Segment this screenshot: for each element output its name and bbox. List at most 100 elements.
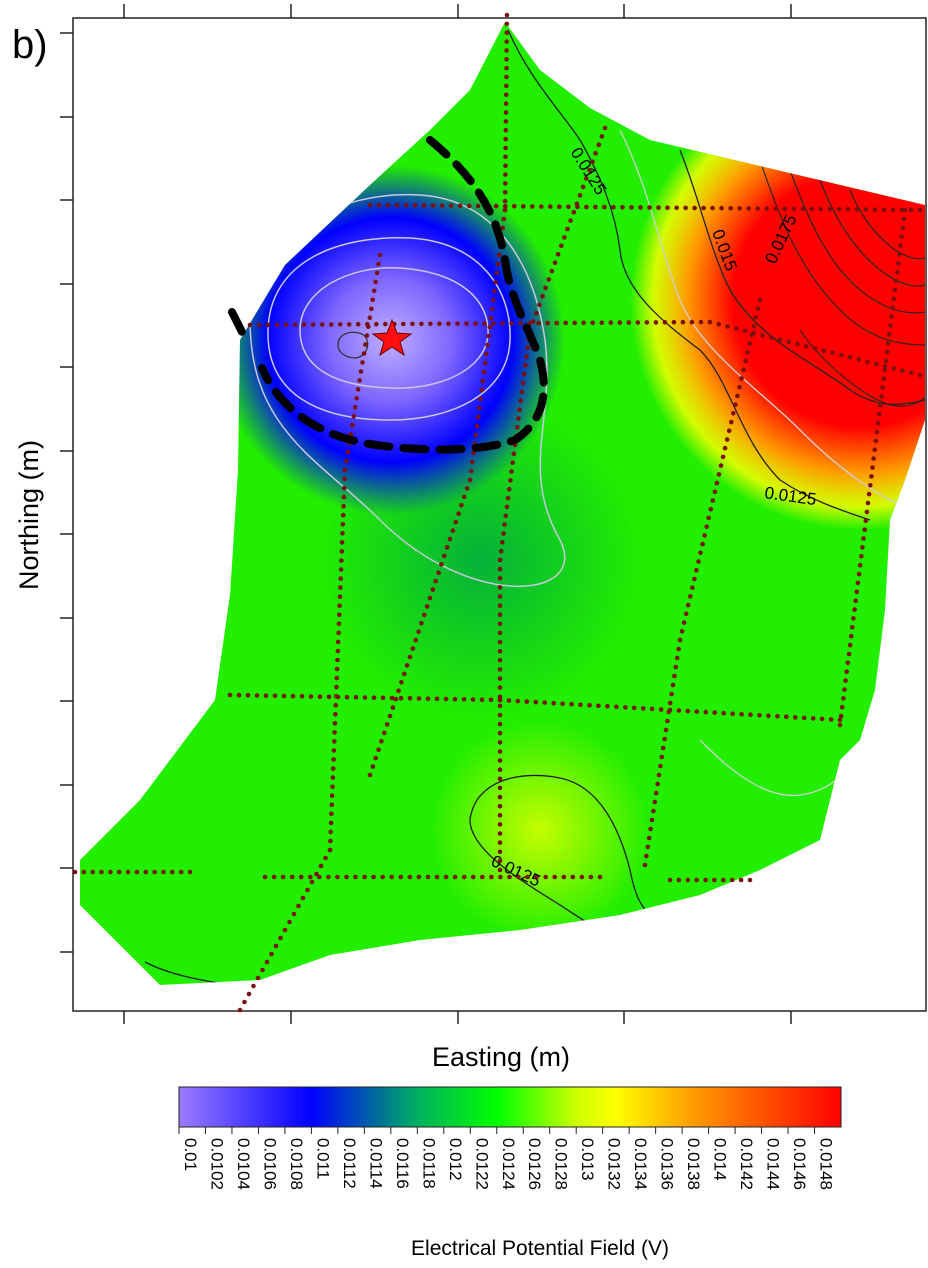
survey-point [342,476,347,482]
survey-point [497,758,503,763]
survey-point [712,710,717,715]
survey-point [362,695,368,700]
contour-013 [619,129,901,506]
survey-point [836,207,842,212]
survey-point [579,874,585,880]
colorbar-ticks: 0.01 0.0102 0.0104 0.0106 0.0108 0.011 0.0112 0… [178,1127,836,1190]
survey-point [337,603,342,608]
colorbar-tick-label: 0.0126 [525,1138,544,1190]
survey-point [570,874,576,880]
survey-point [883,358,889,364]
survey-point [271,874,277,880]
survey-point [385,202,391,208]
survey-point [536,320,541,326]
survey-point [507,874,512,880]
survey-point [504,48,509,53]
survey-point [555,252,561,257]
survey-point [710,205,715,211]
survey-point [461,697,467,702]
contour-red-1 [759,159,925,346]
survey-point [890,207,896,213]
survey-point [497,794,503,800]
survey-point [464,486,470,491]
survey-point [334,666,340,672]
survey-point [738,877,744,883]
survey-point [389,874,395,880]
survey-point [424,604,430,609]
survey-point [493,203,499,209]
survey-point [318,863,324,869]
survey-point [407,874,413,880]
survey-point [662,320,668,325]
survey-point [419,621,424,626]
survey-point [710,498,716,503]
survey-point [719,205,724,211]
survey-point [872,447,877,453]
survey-point [854,207,860,212]
survey-point [683,205,688,211]
survey-point [498,874,503,880]
survey-point [390,705,396,710]
survey-point [838,713,844,719]
survey-point [502,203,508,209]
survey-point [676,708,682,713]
survey-point [327,847,333,853]
survey-point [497,703,503,709]
survey-point [342,485,347,491]
survey-point [562,235,567,240]
colorbar-title: Electrical Potential Field (V) [411,1237,669,1260]
survey-point [437,321,442,327]
survey-point [339,549,345,554]
survey-point [337,322,343,327]
survey-point [497,630,503,636]
survey-point [655,781,660,787]
survey-point [425,874,431,880]
survey-point [503,181,508,186]
survey-point [649,706,655,712]
survey-point [670,682,676,688]
survey-point [497,712,503,718]
survey-point [332,721,338,726]
survey-point [416,629,421,634]
colorbar-tick-label: 0.0148 [817,1138,836,1190]
survey-point [887,332,892,337]
survey-point [508,478,513,483]
survey-point [856,357,862,362]
survey-point [894,269,900,275]
colorbar-tick-label: 0.0122 [472,1138,491,1190]
survey-point [260,967,265,973]
survey-point [846,651,852,657]
survey-point [712,489,718,495]
survey-point [584,204,589,210]
survey-point [569,701,574,707]
survey-point [473,321,478,326]
survey-point [396,688,401,693]
survey-point [497,776,503,782]
survey-point [572,320,577,326]
survey-point [837,722,843,728]
survey-point [656,205,661,210]
survey-point [339,540,345,545]
survey-point [659,754,665,760]
survey-point [769,335,774,340]
survey-point [667,877,673,883]
survey-point [471,450,476,456]
survey-point [663,727,669,733]
survey-point [503,163,508,168]
survey-point [360,360,365,365]
survey-point [575,204,580,210]
survey-point [380,695,386,701]
survey-point [857,562,863,568]
survey-point [255,975,261,981]
survey-point [480,874,485,880]
survey-point [726,428,732,434]
survey-point [329,802,335,808]
survey-point [333,712,338,717]
survey-point [305,887,310,893]
contour-min [337,331,369,359]
survey-point [430,203,436,208]
survey-point [645,844,651,850]
survey-point [511,451,517,457]
survey-point [502,522,507,527]
survey-point [504,30,510,35]
